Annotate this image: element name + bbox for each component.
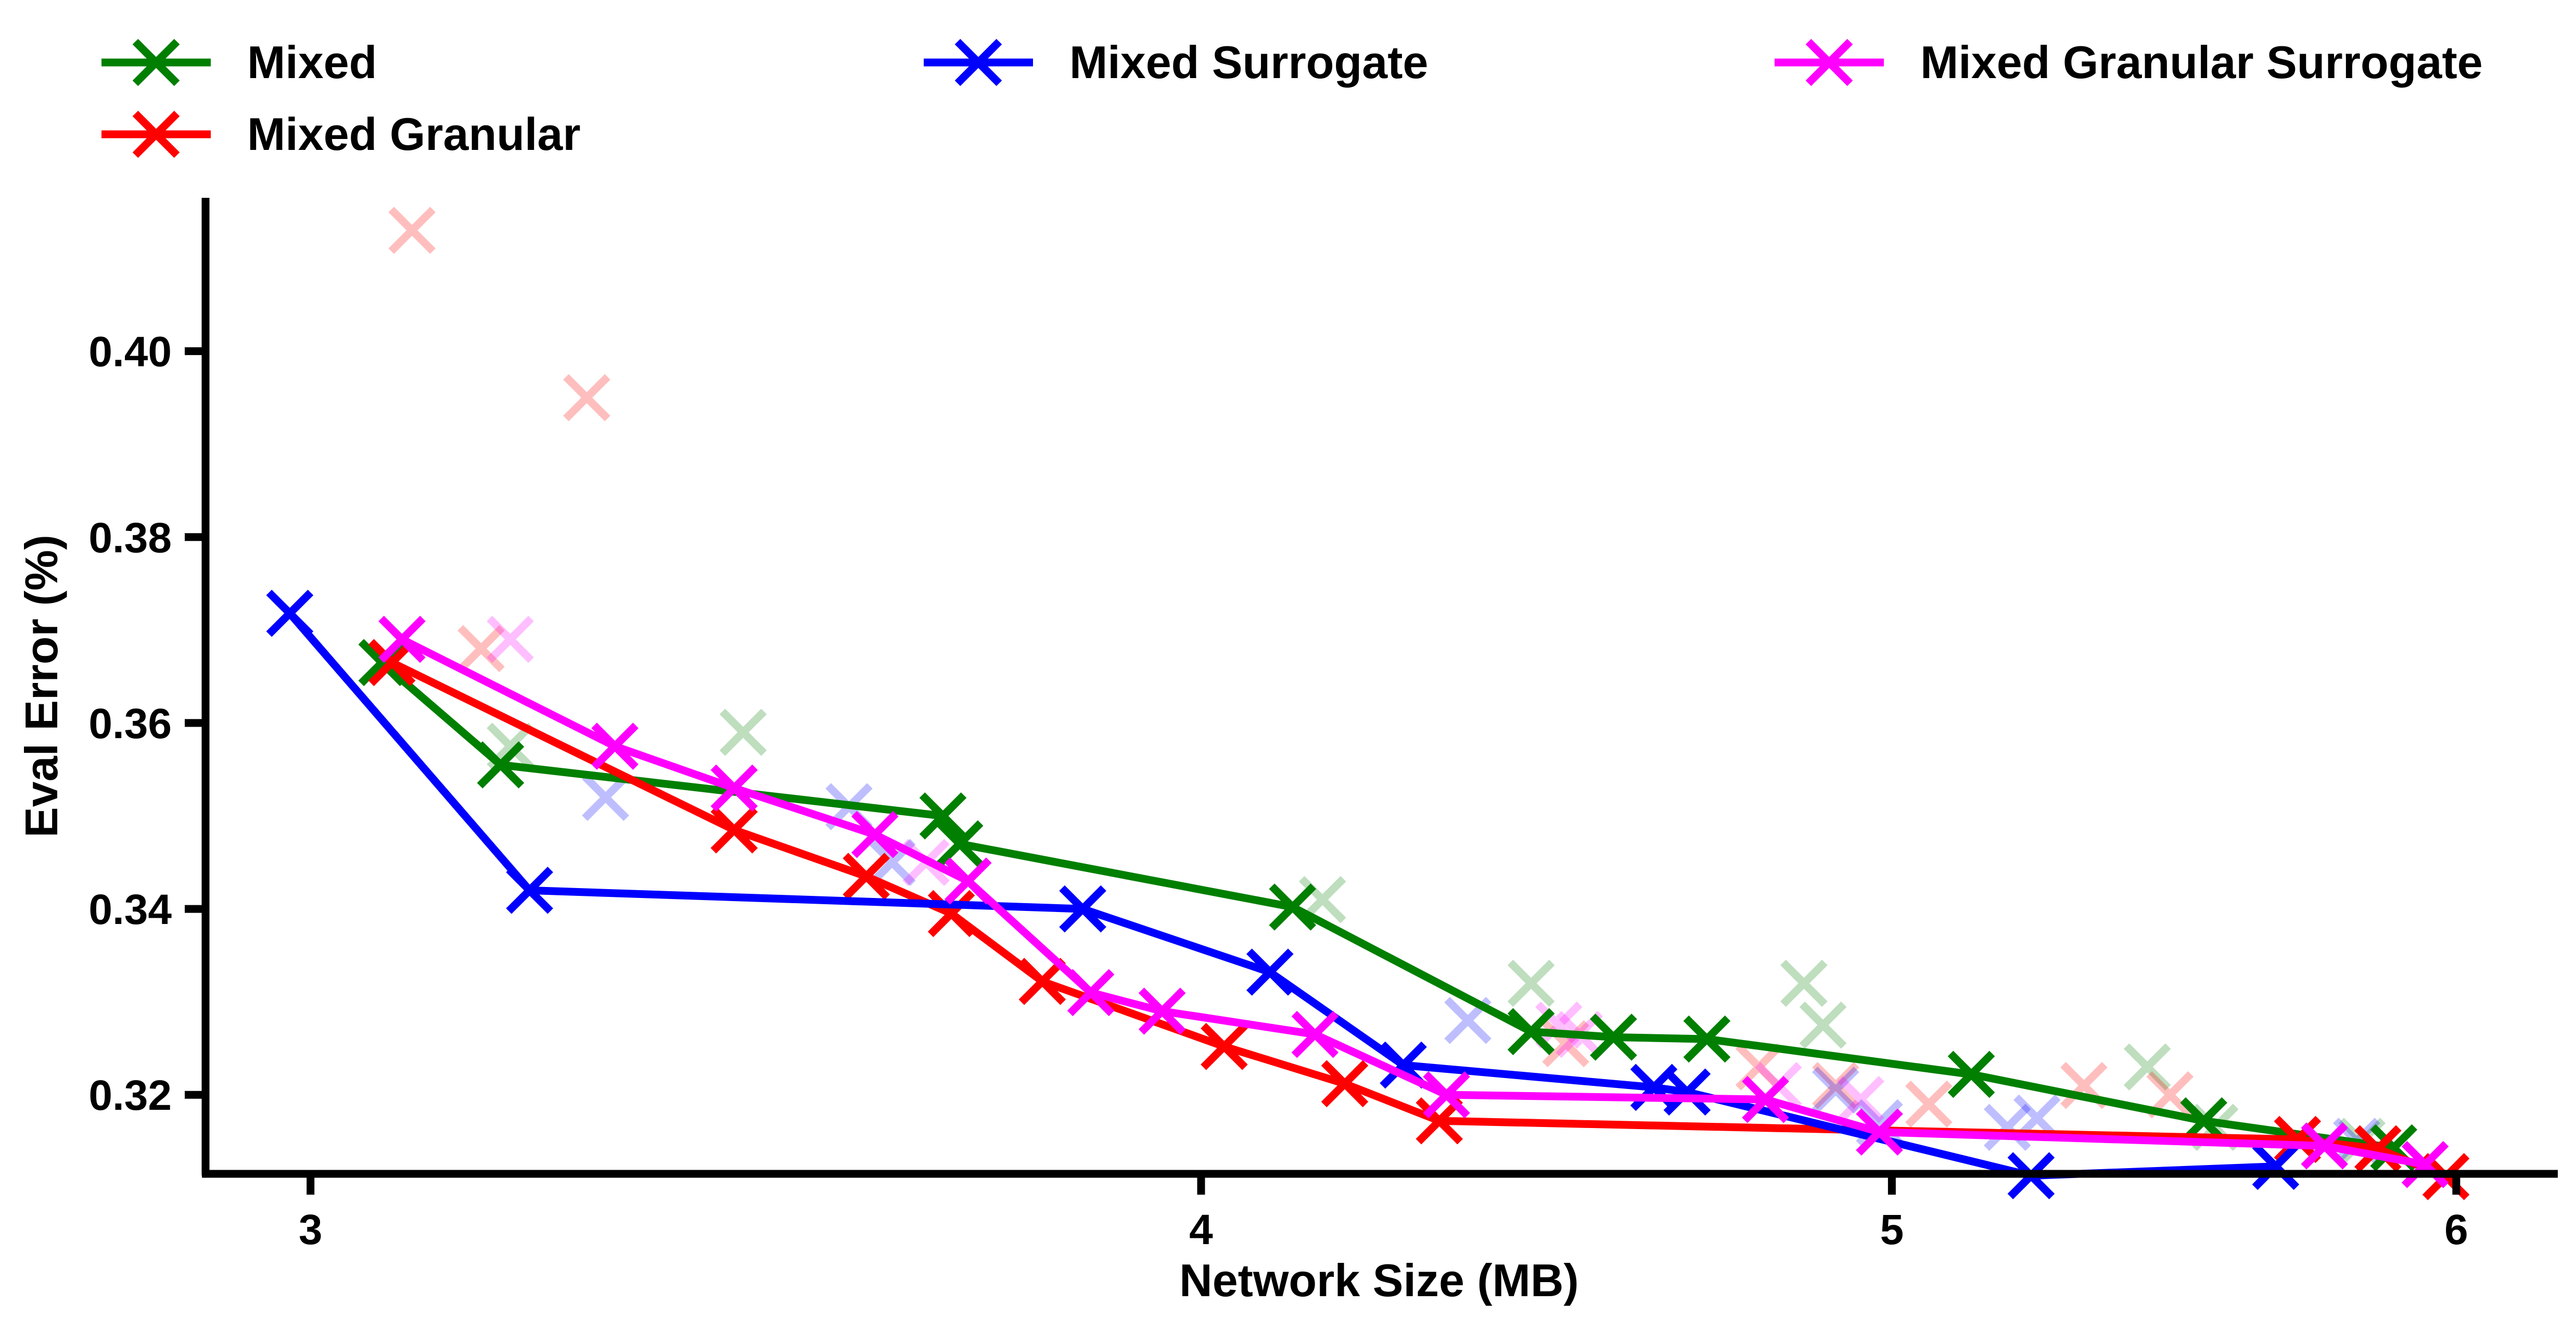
legend-marker — [954, 39, 1002, 86]
y-tick-label: 0.34 — [88, 886, 172, 933]
y-axis-title: Eval Error (%) — [16, 535, 67, 838]
legend-entry: Mixed Granular — [101, 108, 581, 160]
faded-point — [582, 774, 629, 821]
data-point — [710, 764, 758, 812]
faded-point — [1812, 1062, 1859, 1109]
faded-point — [719, 708, 767, 756]
data-point — [506, 867, 553, 914]
data-point — [1067, 969, 1115, 1017]
data-point — [927, 890, 975, 938]
faded-point — [1507, 959, 1555, 1007]
faded-point — [487, 615, 534, 663]
x-axis-title: Network Size (MB) — [1179, 1255, 1579, 1306]
data-point — [1201, 1023, 1248, 1070]
legend-marker — [132, 110, 180, 158]
y-tick-label: 0.40 — [88, 328, 172, 376]
data-point — [936, 820, 984, 868]
data-point — [1423, 1071, 1470, 1119]
legend-label: Mixed Granular — [247, 108, 581, 160]
faded-point — [1837, 1075, 1884, 1123]
legend-entry: Mixed Surrogate — [924, 36, 1428, 88]
x-tick-label: 4 — [1189, 1206, 1213, 1253]
data-point — [1856, 1108, 1903, 1156]
data-point — [378, 615, 426, 663]
data-point — [851, 810, 899, 858]
data-point — [1683, 1015, 1731, 1063]
data-point — [266, 589, 314, 637]
data-point — [1269, 883, 1317, 931]
faded-point — [457, 625, 505, 673]
data-point — [477, 741, 525, 789]
faded-point — [1535, 1001, 1583, 1049]
y-axis-ticks: 0.32 0.34 0.36 0.38 0.40 — [88, 328, 206, 1119]
data-point — [2301, 1122, 2349, 1170]
data-point — [1742, 1075, 1789, 1123]
data-point — [1947, 1050, 1995, 1098]
legend-entry: Mixed — [101, 36, 377, 88]
faded-point — [388, 207, 436, 254]
legend-label: Mixed Granular Surrogate — [1920, 36, 2483, 88]
data-point — [1507, 1008, 1555, 1056]
x-tick-label: 6 — [2444, 1206, 2468, 1253]
data-point — [843, 853, 890, 900]
data-point — [944, 857, 992, 905]
legend-label: Mixed Surrogate — [1069, 36, 1428, 88]
data-point — [1321, 1060, 1369, 1108]
faded-point — [1983, 1104, 2031, 1151]
legend: Mixed Mixed Granular Mixed Surrogate Mixed … — [101, 36, 2483, 160]
faded-point — [563, 374, 610, 422]
series-line — [390, 659, 2447, 1181]
x-tick-label: 3 — [299, 1206, 323, 1253]
y-tick-label: 0.36 — [88, 700, 172, 748]
x-axis-ticks: 3 4 5 6 — [299, 1174, 2468, 1253]
faded-point — [1780, 959, 1828, 1007]
x-tick-label: 5 — [1880, 1206, 1904, 1253]
axes: 3 4 5 6 0.32 0.34 0.36 0.38 0.40 Network Size (… — [16, 198, 2558, 1306]
faded-point — [1799, 1001, 1847, 1049]
series-lines — [266, 589, 2470, 1200]
faded-point — [1905, 1080, 1953, 1128]
legend-marker — [132, 39, 180, 86]
data-point — [1059, 885, 1106, 933]
data-point — [1590, 1014, 1637, 1061]
data-point — [1018, 958, 1066, 1005]
y-tick-label: 0.38 — [88, 514, 172, 562]
data-point — [1663, 1068, 1711, 1116]
data-point — [710, 806, 758, 854]
data-point — [2354, 1125, 2402, 1173]
legend-marker — [1805, 39, 1853, 86]
legend-entry: Mixed Granular Surrogate — [1775, 36, 2483, 88]
legend-label: Mixed — [247, 36, 377, 88]
faded-point — [2123, 1043, 2171, 1091]
data-point — [1246, 948, 1294, 996]
data-point — [2401, 1141, 2449, 1188]
faded-point — [1812, 1066, 1859, 1114]
data-point — [591, 723, 639, 770]
data-point — [1138, 987, 1186, 1035]
faded-points — [388, 207, 2386, 1165]
series-line — [400, 636, 2426, 1169]
data-point — [2252, 1143, 2300, 1190]
data-point — [1291, 1010, 1339, 1058]
y-tick-label: 0.32 — [88, 1072, 172, 1119]
data-point — [919, 792, 967, 840]
